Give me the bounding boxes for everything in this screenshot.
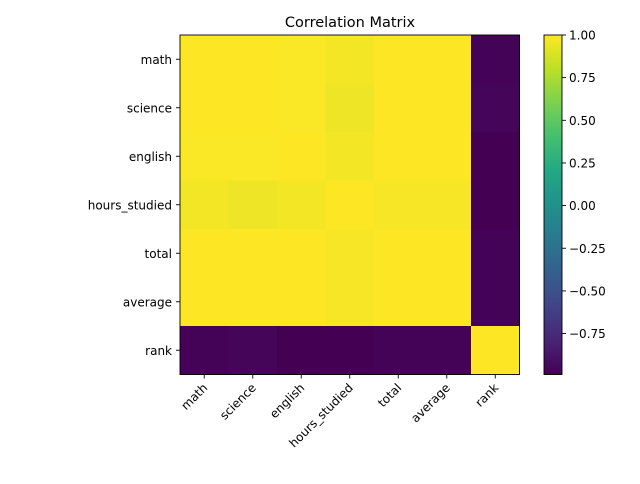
heatmap-cell-english-rank [471,132,520,181]
heatmap-cell-science-rank [471,83,520,133]
heatmap-cell-hours_studied-average [422,180,472,230]
colorbar-tick-label: −0.50 [569,284,606,298]
heatmap-cell-total-average [422,229,472,278]
heatmap-cell-math-hours_studied [325,35,375,84]
heatmap-cell-total-total [374,229,423,278]
colorbar-axis: 1.00 0.75 0.50 0.25 0.00 −0.25 −0.50 −0.75 [562,29,606,341]
heatmap-cell-total-english [277,229,326,278]
heatmap-cell-english-math [180,132,229,181]
heatmap-cell-total-math [180,229,229,278]
x-tick-label: science [217,381,259,423]
heatmap-cell-hours_studied-english [277,180,326,230]
x-tick-label: total [375,381,404,410]
heatmap-cell-english-science [228,132,278,181]
colorbar-tick-label: −0.25 [569,242,606,256]
colorbar-tick-label: 0.50 [569,114,596,128]
y-tick-label: science [127,101,172,115]
heatmap-cells [180,35,520,375]
heatmap-cell-english-total [374,132,423,181]
heatmap-cell-rank-science [228,326,278,375]
heatmap-cell-average-total [374,277,423,327]
heatmap-cell-rank-average [422,326,472,375]
heatmap-cell-science-average [422,83,472,133]
heatmap-cell-rank-total [374,326,423,375]
colorbar [543,34,563,375]
heatmap-cell-average-rank [471,277,520,327]
x-tick-label: math [178,381,210,413]
x-tick-label: rank [472,381,501,410]
heatmap-cell-average-english [277,277,326,327]
y-tick-label: english [129,150,172,164]
heatmap-cell-rank-hours_studied [325,326,375,375]
heatmap-cell-average-science [228,277,278,327]
x-tick-label: average [408,381,453,426]
x-tick-label: english [267,381,307,421]
heatmap-cell-science-english [277,83,326,133]
chart-title: Correlation Matrix [285,15,416,31]
colorbar-tick-label: 1.00 [569,29,596,43]
heatmap-cell-math-english [277,35,326,84]
colorbar-tick-label: 0.25 [569,156,596,170]
heatmap-cell-average-average [422,277,472,327]
heatmap-cell-hours_studied-math [180,180,229,230]
heatmap-cell-math-math [180,35,229,84]
colorbar-tick-label: 0.75 [569,71,596,85]
heatmap-cell-rank-math [180,326,229,375]
y-tick-label: total [145,247,172,261]
heatmap-cell-science-hours_studied [325,83,375,133]
colorbar-tick-label: −0.75 [569,327,606,341]
heatmap-cell-total-science [228,229,278,278]
y-tick-label: rank [145,344,172,358]
y-tick-label: hours_studied [88,198,172,212]
heatmap-cell-math-average [422,35,472,84]
heatmap-cell-math-total [374,35,423,84]
heatmap-cell-science-math [180,83,229,133]
heatmap-cell-rank-rank [471,326,520,375]
heatmap-cell-rank-english [277,326,326,375]
heatmap-cell-science-total [374,83,423,133]
heatmap-cell-science-science [228,83,278,133]
heatmap-cell-math-science [228,35,278,84]
heatmap-cell-english-english [277,132,326,181]
heatmap-cell-english-hours_studied [325,132,375,181]
y-tick-label: average [123,295,172,309]
heatmap-cell-average-math [180,277,229,327]
heatmap-cell-average-hours_studied [325,277,375,327]
heatmap-cell-hours_studied-hours_studied [325,180,375,230]
heatmap-cell-total-hours_studied [325,229,375,278]
y-tick-label: math [141,53,172,67]
heatmap-cell-hours_studied-science [228,180,278,230]
heatmap-cell-math-rank [471,35,520,84]
colorbar-tick-label: 0.00 [569,199,596,213]
heatmap-cell-total-rank [471,229,520,278]
heatmap-cell-hours_studied-rank [471,180,520,230]
heatmap-cell-english-average [422,132,472,181]
heatmap-cell-hours_studied-total [374,180,423,230]
